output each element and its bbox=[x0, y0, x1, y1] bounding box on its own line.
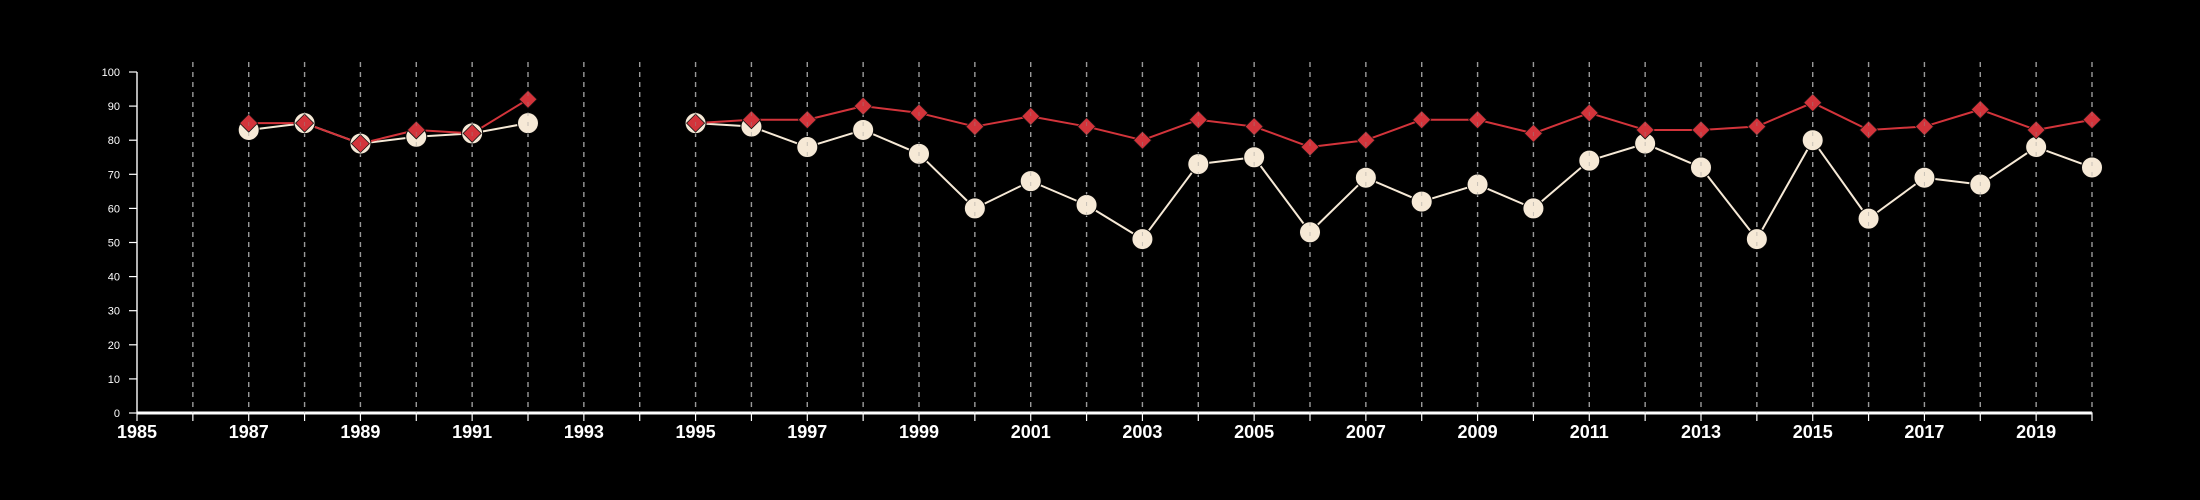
cream-circle-point bbox=[1075, 193, 1098, 216]
series-line-segment bbox=[247, 122, 529, 145]
y-tick-label: 10 bbox=[108, 374, 120, 386]
y-tick-label: 80 bbox=[108, 135, 120, 147]
x-tick-label: 2009 bbox=[1458, 422, 1498, 442]
red-diamond-point bbox=[462, 123, 482, 143]
axes-layer bbox=[129, 71, 2093, 421]
red-diamond-point bbox=[1747, 116, 1767, 137]
red-diamond-point bbox=[1412, 110, 1432, 130]
x-tick-label: 1999 bbox=[899, 422, 939, 442]
cream-circle-point bbox=[1466, 173, 1489, 196]
red-diamond-point bbox=[965, 116, 985, 137]
red-diamond-point bbox=[350, 134, 370, 154]
y-tick-label: 70 bbox=[108, 169, 120, 181]
cream-circle-point bbox=[796, 136, 819, 159]
x-tick-label: 1989 bbox=[340, 422, 380, 442]
cream-circle-point bbox=[1131, 228, 1154, 251]
red-diamond-point bbox=[1244, 116, 1264, 137]
red-diamond-point bbox=[686, 113, 706, 133]
cream-circle-point bbox=[1243, 146, 1266, 169]
series-layer bbox=[192, 62, 2103, 413]
red-diamond-point bbox=[1523, 123, 1543, 143]
red-diamond-point bbox=[1021, 106, 1041, 126]
cream-circle-point bbox=[963, 197, 986, 220]
red-diamond-point bbox=[797, 110, 817, 130]
red-diamond-point bbox=[1803, 93, 1823, 113]
cream-circle-point bbox=[1019, 170, 1042, 193]
cream-circle-point bbox=[1522, 197, 1545, 220]
red-diamond-point bbox=[741, 110, 761, 130]
y-tick-label: 40 bbox=[108, 272, 120, 284]
cream-circle-point bbox=[1299, 221, 1321, 244]
grid-layer bbox=[192, 62, 2093, 413]
y-tick-label: 50 bbox=[108, 238, 120, 250]
x-tick-label: 1995 bbox=[676, 422, 716, 442]
x-tick-label: 2015 bbox=[1793, 422, 1833, 442]
cream-circle-point bbox=[1969, 173, 1992, 196]
cream-circle-point bbox=[1187, 153, 1210, 176]
cream-circle-point bbox=[908, 142, 930, 165]
red-diamond-point bbox=[1635, 120, 1655, 140]
cream-circle-point bbox=[1913, 166, 1936, 189]
y-tick-label: 0 bbox=[114, 408, 120, 420]
cream-circle-point bbox=[2081, 156, 2103, 179]
red-diamond-point bbox=[1077, 116, 1097, 137]
x-tick-label: 2013 bbox=[1681, 422, 1721, 442]
red-diamond-point bbox=[1132, 130, 1152, 150]
y-tick-label: 90 bbox=[108, 101, 120, 113]
cream-circle-point bbox=[1801, 129, 1824, 152]
cream-circle-point bbox=[1690, 156, 1712, 179]
red-diamond-point bbox=[1970, 99, 1990, 120]
red-diamond-point bbox=[1468, 110, 1488, 130]
series-line-segment bbox=[247, 98, 529, 145]
red-diamond-point bbox=[1859, 120, 1879, 140]
cream-circle-point bbox=[1578, 149, 1601, 172]
cream-circle-point bbox=[1354, 166, 1377, 189]
x-tick-label: 1997 bbox=[787, 422, 827, 442]
x-tick-label: 2007 bbox=[1346, 422, 1386, 442]
red-diamond-point bbox=[853, 96, 873, 116]
cream-circle-point bbox=[1410, 190, 1433, 213]
x-tick-label: 2003 bbox=[1122, 422, 1162, 442]
x-tick-label: 1985 bbox=[117, 422, 157, 442]
red-diamond-point bbox=[1356, 130, 1376, 150]
red-diamond-point bbox=[295, 113, 315, 133]
x-tick-label: 2019 bbox=[2016, 422, 2056, 442]
red-diamond-point bbox=[406, 120, 426, 140]
y-tick-label: 100 bbox=[102, 67, 120, 79]
red-diamond-point bbox=[1188, 110, 1208, 130]
red-diamond-point bbox=[2082, 110, 2102, 130]
x-tick-label: 2011 bbox=[1570, 422, 1609, 442]
cream-circle-point bbox=[517, 112, 539, 135]
cream-circle-point bbox=[1857, 207, 1880, 230]
red-diamond-point bbox=[1691, 120, 1711, 140]
x-tick-label: 2017 bbox=[1904, 422, 1944, 442]
red-diamond-point bbox=[1300, 137, 1320, 157]
y-tick-label: 20 bbox=[108, 340, 120, 352]
cream-circle-point bbox=[852, 118, 875, 141]
red-diamond-point bbox=[1579, 103, 1599, 123]
cream-circle-point bbox=[1745, 228, 1768, 251]
x-tick-label: 2001 bbox=[1011, 422, 1051, 442]
series-line-segment bbox=[694, 101, 2093, 149]
x-tick-label: 1991 bbox=[452, 422, 492, 442]
y-tick-label: 60 bbox=[108, 203, 120, 215]
x-tick-label: 2005 bbox=[1234, 422, 1274, 442]
red-diamond-point bbox=[239, 113, 259, 133]
y-tick-label: 30 bbox=[108, 306, 120, 318]
red-diamond-point bbox=[2026, 120, 2046, 140]
red-diamond-point bbox=[1914, 116, 1934, 137]
label-layer: 0 10 20 30 40 50 60 70 80 90 100 1985 1987 1989 1991 19… bbox=[102, 67, 2057, 442]
x-tick-label: 1993 bbox=[564, 422, 604, 442]
red-diamond-point bbox=[518, 89, 538, 109]
x-tick-label: 1987 bbox=[229, 422, 269, 442]
red-diamond-point bbox=[909, 103, 929, 123]
series-line-segment bbox=[694, 122, 2093, 241]
